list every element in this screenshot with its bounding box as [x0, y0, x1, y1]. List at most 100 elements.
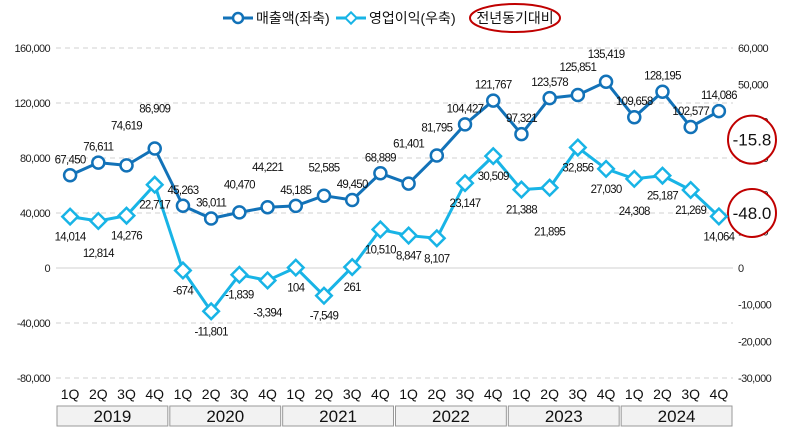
revenue-data-label: 36,011	[196, 197, 226, 209]
operating-profit-point	[399, 226, 419, 246]
operating-profit-data-label: 21,895	[534, 227, 565, 239]
year-box	[620, 405, 733, 427]
operating-profit-point	[173, 260, 193, 281]
revenue-data-label: 86,909	[139, 104, 170, 116]
revenue-data-label: 81,795	[421, 123, 452, 135]
operating-profit-data-label: 14,014	[55, 232, 87, 244]
right-tick-label: 0	[738, 263, 744, 275]
legend: 매출액(좌축) 영업이익(우축) 전년동기대비	[223, 3, 561, 33]
revenue-data-label: 74,619	[111, 120, 142, 132]
revenue-point	[711, 103, 727, 119]
revenue-data-label: 125,851	[560, 62, 597, 74]
yoy-circle	[727, 114, 777, 165]
revenue-data-label: 109,658	[616, 96, 653, 108]
revenue-point	[429, 148, 445, 163]
year-label: 2023	[545, 407, 583, 426]
quarter-label: 2Q	[202, 386, 221, 402]
legend-diamond-marker-icon	[343, 10, 359, 26]
revenue-point	[401, 176, 416, 191]
operating-profit-data-label: 22,717	[139, 200, 170, 212]
revenue-data-label: 67,450	[55, 154, 86, 166]
operating-profit-point	[483, 146, 503, 166]
year-label: 2020	[206, 407, 244, 426]
operating-profit-data-label: -7,549	[310, 311, 339, 323]
operating-profit-data-label: 104	[287, 283, 305, 295]
year-label: 2021	[319, 407, 357, 426]
revenue-point	[119, 158, 134, 173]
x-axis: 1Q 2Q 3Q 4Q 1Q 2Q 3Q 4Q 1Q 2Q 3Q 4Q 1Q 2Q 3Q 4Q 1Q 2Q 3Q 4Q…	[56, 386, 733, 427]
year-label: 2022	[432, 407, 470, 426]
revenue-data-label: 44,221	[252, 162, 283, 174]
operating-profit-point	[88, 211, 108, 231]
yoy-circle	[727, 188, 777, 238]
legend-item-operating-profit[interactable]: 영업이익(우축)	[336, 10, 456, 26]
operating-profit-point	[427, 228, 447, 248]
left-tick-label: 120,000	[14, 98, 50, 110]
revenue-data-label: 52,585	[308, 163, 339, 175]
operating-profit-data-label: 21,269	[675, 205, 706, 217]
quarter-label: 1Q	[61, 386, 80, 402]
quarter-label: 4Q	[597, 386, 616, 402]
revenue-point	[62, 168, 78, 183]
left-tick-label: 0	[44, 263, 50, 275]
operating-profit-point	[681, 180, 701, 200]
quarter-label: 4Q	[710, 386, 729, 402]
revenue-point	[570, 87, 586, 103]
year-box	[56, 405, 169, 427]
quarter-label: 2Q	[653, 386, 672, 402]
operating-profit-point	[342, 257, 362, 277]
operating-profit-data-label: -1,839	[225, 290, 254, 302]
yoy-value: -48.0	[733, 204, 772, 223]
operating-profit-point	[314, 286, 334, 306]
gridlines	[56, 47, 733, 379]
right-tick-label: -10,000	[738, 300, 772, 312]
operating-profit-point	[624, 169, 644, 189]
quarter-label: 2Q	[540, 386, 559, 402]
operating-profit-data-label: 23,147	[450, 198, 481, 210]
quarter-label: 1Q	[512, 386, 531, 402]
quarter-label: 3Q	[569, 386, 588, 402]
operating-profit-point	[145, 175, 165, 195]
revenue-point	[175, 198, 191, 214]
operating-profit-data-label: 8,107	[424, 253, 450, 265]
revenue-point	[373, 166, 388, 181]
revenue-data-label: 76,611	[83, 142, 113, 154]
year-box	[282, 405, 394, 427]
operating-profit-point	[540, 178, 560, 198]
quarter-label: 3Q	[456, 386, 475, 402]
left-axis-ticks: -80,000 -40,000 0 40,000 80,000 120,000 160,00…	[14, 43, 51, 385]
revenue-data-label: 49,450	[337, 179, 368, 191]
revenue-point	[288, 198, 304, 214]
right-tick-label: -30,000	[738, 373, 772, 385]
operating-profit-point	[229, 265, 249, 285]
legend-note-label: 전년동기대비	[476, 10, 553, 26]
operating-profit-data-label: 8,847	[396, 251, 422, 263]
right-tick-label: 50,000	[738, 80, 769, 92]
revenue-data-label: 68,889	[365, 152, 396, 164]
quarter-label: 3Q	[343, 386, 362, 402]
revenue-point	[598, 74, 614, 90]
legend-item-revenue[interactable]: 매출액(좌축)	[223, 10, 330, 26]
right-tick-label: -20,000	[738, 336, 772, 348]
operating-profit-data-label: -3,394	[253, 307, 283, 319]
revenue-data-label: 135,419	[588, 49, 625, 61]
operating-profit-data-label: 12,814	[83, 248, 115, 260]
quarter-label: 4Q	[371, 386, 390, 402]
left-tick-label: 80,000	[20, 153, 51, 165]
operating-profit-point	[652, 166, 673, 186]
series-lines	[60, 74, 729, 321]
revenue-point	[147, 141, 162, 156]
revenue-point	[91, 155, 106, 170]
revenue-point	[344, 192, 360, 208]
operating-profit-data-label: -11,801	[195, 326, 229, 338]
operating-profit-data-label: 27,030	[591, 184, 622, 196]
revenue-point	[542, 90, 557, 106]
revenue-point	[514, 126, 529, 142]
revenue-point	[203, 211, 219, 226]
operating-profit-point	[258, 270, 278, 290]
revenue-point	[260, 199, 275, 215]
left-tick-label: 160,000	[14, 43, 50, 55]
operating-profit-point	[709, 206, 729, 226]
series-line-revenue	[69, 80, 720, 220]
revenue-data-label: 102,577	[672, 106, 709, 118]
